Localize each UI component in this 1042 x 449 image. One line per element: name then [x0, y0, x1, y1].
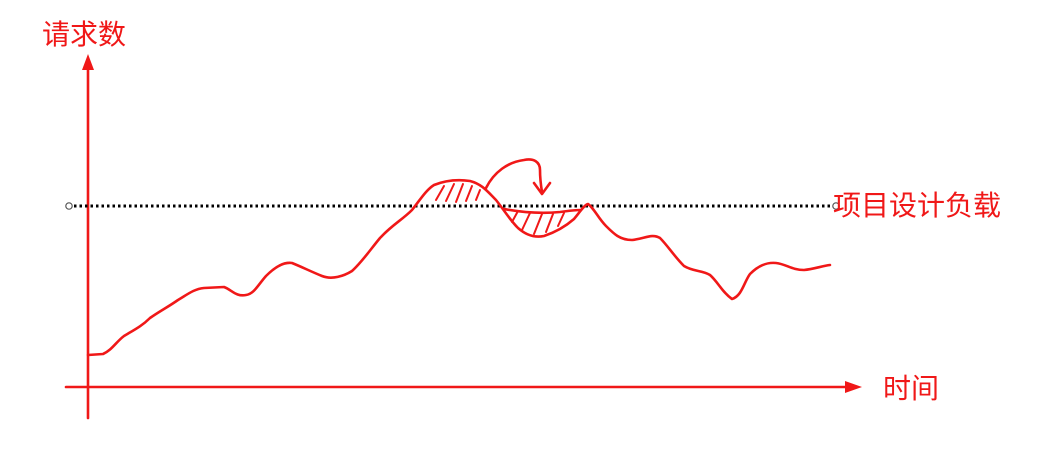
shifted-region-outline: [502, 207, 582, 215]
load-line-start-marker: [65, 202, 73, 210]
load-line-end-marker: [832, 202, 840, 210]
hatch-stroke: [445, 183, 455, 202]
hatch-stroke: [533, 213, 543, 235]
design-load-label: 项目设计负载: [833, 189, 1001, 222]
y-axis-label: 请求数: [42, 18, 126, 51]
hatch-stroke: [557, 212, 565, 227]
hatch-stroke: [435, 185, 445, 201]
hatch-stroke: [521, 212, 531, 231]
shifted-load-hatch: [502, 207, 582, 235]
request-curve: [86, 178, 832, 357]
shift-arrow-head: [532, 181, 552, 196]
shift-arrow: [484, 158, 544, 194]
x-axis-arrowhead: [845, 381, 862, 393]
hatch-stroke: [545, 213, 554, 233]
hatch-stroke: [455, 183, 464, 203]
excess-load-hatch: [435, 183, 481, 203]
hatch-stroke: [465, 185, 473, 202]
y-axis-arrowhead: [82, 54, 94, 70]
x-axis-label: 时间: [883, 372, 939, 405]
hatch-stroke: [511, 210, 519, 223]
hatch-stroke: [475, 189, 481, 201]
